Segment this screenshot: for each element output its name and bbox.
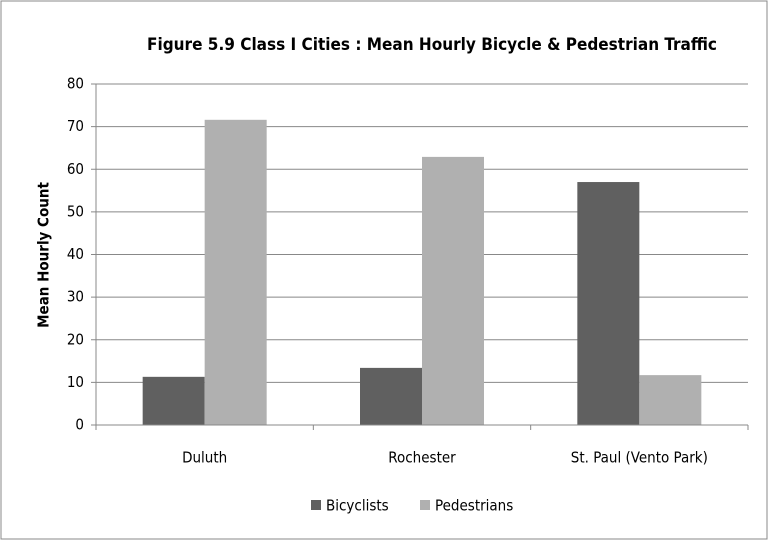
y-tick-label: 50 xyxy=(67,202,84,220)
y-tick-label: 20 xyxy=(67,330,84,348)
legend-label: Pedestrians xyxy=(435,497,513,515)
legend-swatch xyxy=(420,500,430,510)
y-tick-label: 80 xyxy=(67,75,84,93)
y-axis-label: Mean Hourly Count xyxy=(35,182,53,328)
y-tick-label: 10 xyxy=(67,373,84,391)
legend-label: Bicyclists xyxy=(326,497,389,515)
y-tick-label: 60 xyxy=(67,160,84,178)
bar xyxy=(422,156,484,426)
bar xyxy=(360,367,422,425)
x-tick-label: Duluth xyxy=(182,449,227,467)
chart-title: Figure 5.9 Class I Cities : Mean Hourly … xyxy=(147,35,717,55)
x-tick-label: St. Paul (Vento Park) xyxy=(571,449,708,467)
legend-swatch xyxy=(311,500,321,510)
x-tick-label: Rochester xyxy=(388,449,456,467)
bar xyxy=(204,119,267,426)
y-tick-label: 0 xyxy=(75,416,84,434)
bar xyxy=(577,182,640,425)
bar xyxy=(142,376,205,425)
y-tick-label: 70 xyxy=(67,117,84,135)
y-tick-label: 40 xyxy=(67,245,84,263)
y-tick-label: 30 xyxy=(67,288,84,306)
bar xyxy=(639,375,702,425)
